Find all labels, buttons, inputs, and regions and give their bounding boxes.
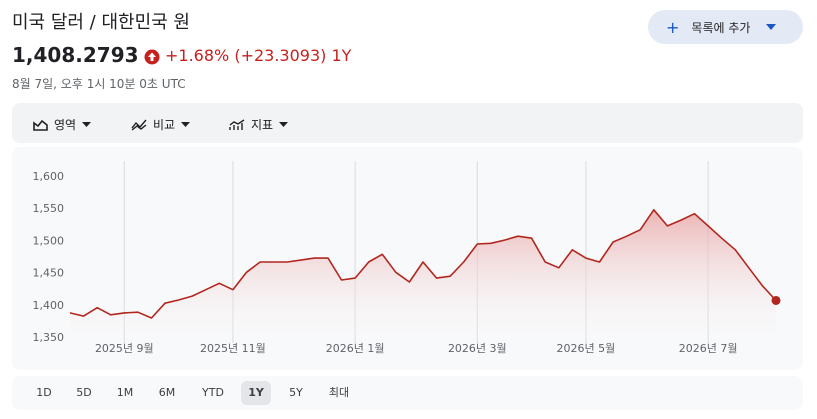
price-change: +1.68% (+23.3093) 1Y [165, 46, 352, 65]
range-button[interactable]: YTD [202, 386, 224, 399]
y-tick-label: 1,400 [33, 299, 65, 312]
timestamp: 8월 7일, 오후 1시 10분 0초 UTC [12, 77, 186, 91]
x-tick-label: 2026년 7월 [679, 342, 738, 355]
chart: 1,350 1,400 1,450 1,500 1,550 1,600 2025년 9월 20… [12, 147, 803, 370]
range-bar [12, 376, 803, 410]
compare-tool[interactable]: 비교 [131, 116, 191, 133]
indicator-tool[interactable]: 지표 [229, 116, 289, 133]
tool-label: 비교 [153, 118, 176, 132]
tool-label: 영역 [54, 118, 77, 132]
plus-icon: + [666, 17, 680, 37]
up-icon [144, 49, 160, 65]
x-tick-label: 2026년 1월 [326, 342, 385, 355]
x-tick-label: 2026년 3월 [448, 342, 507, 355]
range-button[interactable]: 최대 [328, 386, 350, 399]
range-button[interactable]: 1Y [241, 381, 271, 405]
range-button[interactable]: 1M [116, 386, 134, 399]
range-button[interactable]: 5Y [289, 386, 303, 399]
caret [181, 122, 191, 127]
add-to-list-button[interactable]: + 목록에 추가 [648, 10, 803, 44]
page-title: 미국 달러 / 대한민국 원 [12, 12, 190, 33]
tool-icon [229, 118, 245, 130]
range-button[interactable]: 1D [36, 386, 52, 399]
area-fill [70, 209, 776, 338]
caret [279, 122, 289, 127]
price-line [69, 209, 777, 319]
y-tick-label: 1,450 [33, 267, 65, 280]
area-tool[interactable]: 영역 [33, 116, 92, 133]
tool-icon [33, 119, 48, 131]
caret [82, 122, 92, 127]
caret [766, 24, 777, 30]
x-tick-label: 2026년 5월 [557, 342, 616, 355]
x-tick-label: 2025년 9월 [95, 342, 154, 355]
tool-icon [131, 119, 147, 131]
tool-label: 지표 [251, 118, 274, 132]
y-tick-label: 1,550 [33, 202, 65, 215]
range-button[interactable]: 6M [158, 386, 176, 399]
price: 1,408.2793 [12, 43, 139, 67]
x-tick-label: 2025년 11월 [200, 342, 266, 355]
range-button[interactable]: 5D [76, 386, 92, 399]
y-tick-label: 1,500 [33, 234, 65, 247]
y-tick-label: 1,600 [33, 170, 65, 183]
last-point [771, 295, 781, 305]
button-label: 목록에 추가 [691, 20, 751, 35]
y-tick-label: 1,350 [33, 331, 65, 344]
